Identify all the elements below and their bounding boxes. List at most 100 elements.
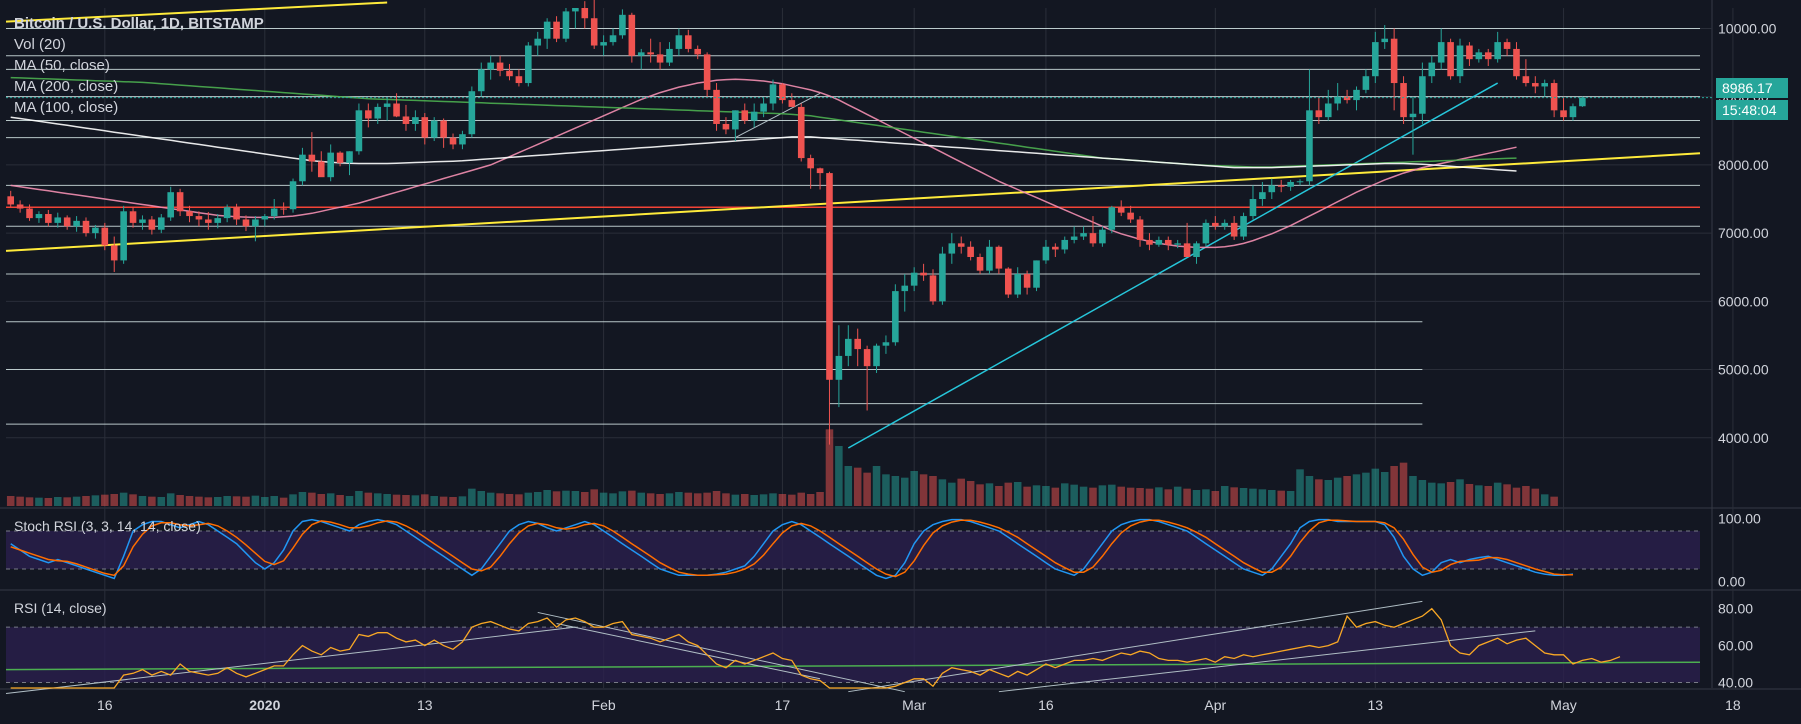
volume-bar: [1211, 491, 1220, 506]
candle-body: [1428, 62, 1436, 77]
candle-body: [1353, 89, 1360, 101]
volume-bar: [1183, 488, 1191, 506]
candle-body: [543, 21, 551, 39]
volume-bar: [1230, 487, 1238, 506]
volume-bar: [1456, 479, 1464, 506]
volume-bar: [138, 496, 147, 506]
volume-bar: [204, 497, 213, 506]
volume-bar: [1070, 484, 1078, 506]
legend-ma200[interactable]: MA (200, close): [14, 78, 119, 95]
volume-bar: [816, 492, 824, 506]
volume-bar: [166, 493, 175, 506]
candle-body: [1155, 239, 1163, 245]
candle-body: [619, 14, 626, 36]
volume-bar: [91, 495, 100, 506]
candle-body: [694, 48, 702, 55]
rsi-tick-label: 80.00: [1718, 601, 1753, 617]
candle-body: [797, 106, 805, 159]
volume-bar: [449, 497, 457, 506]
volume-bar: [270, 496, 278, 506]
candle-body: [1466, 45, 1473, 60]
candle-body: [280, 208, 287, 210]
candle-body: [1550, 83, 1558, 111]
volume-bar: [213, 497, 222, 506]
rsi-trendline-green: [5, 661, 1701, 671]
volume-bar: [1484, 486, 1493, 506]
volume-bar: [581, 492, 589, 506]
volume-bar: [872, 466, 881, 506]
volume-bar: [1540, 494, 1549, 506]
volume-bar: [985, 483, 994, 506]
candle-body: [176, 192, 184, 212]
candle-body: [1183, 243, 1191, 257]
volume-bar: [1108, 484, 1116, 506]
candle-body: [656, 54, 664, 63]
volume-bar: [223, 496, 231, 506]
legend-vol[interactable]: Vol (20): [14, 36, 66, 53]
legend-ma100[interactable]: MA (100, close): [14, 99, 119, 116]
volume-bar: [1004, 482, 1013, 506]
legend-ma50[interactable]: MA (50, close): [14, 57, 110, 74]
candle-body: [1202, 222, 1210, 244]
candle-body: [120, 211, 127, 261]
candle-body: [7, 196, 14, 205]
volume-bar: [16, 496, 24, 506]
volume-bar: [458, 496, 467, 506]
volume-bar: [1155, 487, 1163, 506]
candle-body: [1033, 260, 1040, 288]
candle-body: [101, 227, 109, 246]
candle-body: [496, 62, 504, 71]
candle-body: [553, 21, 560, 39]
candle-body: [609, 35, 617, 43]
volume-bar: [101, 494, 109, 506]
y-tick-label: 8000.00: [1718, 157, 1769, 173]
candle-body: [1174, 243, 1181, 245]
volume-bar: [1126, 487, 1135, 506]
volume-bar: [505, 494, 514, 506]
volume-bar: [731, 494, 740, 506]
volume-bar: [1475, 485, 1483, 506]
stoch-rsi-label[interactable]: Stoch RSI (3, 3, 14, 14, close): [14, 518, 201, 534]
volume-bar: [1512, 487, 1521, 506]
candle-body: [1372, 42, 1379, 77]
volume-bar: [1079, 486, 1088, 506]
candle-body: [1343, 96, 1351, 101]
volume-bar: [486, 492, 495, 506]
candle-body: [1230, 222, 1238, 237]
x-tick-label: 18: [1725, 697, 1741, 713]
candle-body: [1108, 207, 1116, 230]
candle-body: [826, 173, 833, 380]
volume-bar: [129, 494, 137, 506]
volume-bar: [373, 493, 382, 506]
volume-bar: [543, 490, 551, 506]
candle-body: [1306, 110, 1313, 182]
rsi-label[interactable]: RSI (14, close): [14, 600, 107, 616]
rsi-trendline-grey: [5, 626, 576, 695]
candle-body: [1484, 52, 1492, 60]
volume-bar: [421, 494, 429, 506]
volume-bar: [1202, 489, 1210, 506]
candle-body: [449, 137, 457, 145]
volume-bar: [25, 497, 34, 506]
volume-bar: [82, 496, 90, 506]
volume-bar: [195, 496, 203, 506]
rsi-trendline-grey: [556, 623, 821, 680]
candle-body: [440, 120, 447, 138]
volume-bar: [261, 497, 269, 506]
volume-bar: [317, 494, 326, 506]
candle-body: [685, 35, 692, 49]
volume-bar: [1136, 488, 1144, 506]
volume-bar: [552, 491, 561, 506]
candle-body: [515, 76, 523, 84]
x-tick-label: 16: [97, 697, 113, 713]
candle-body: [1437, 42, 1445, 63]
volume-bar: [524, 492, 533, 506]
candle-body: [854, 338, 861, 350]
candle-body: [741, 110, 749, 121]
volume-bar: [1268, 490, 1276, 506]
volume-bar: [628, 490, 636, 506]
candle-body: [402, 116, 410, 124]
volume-bar: [44, 498, 53, 506]
candle-body: [157, 217, 165, 230]
